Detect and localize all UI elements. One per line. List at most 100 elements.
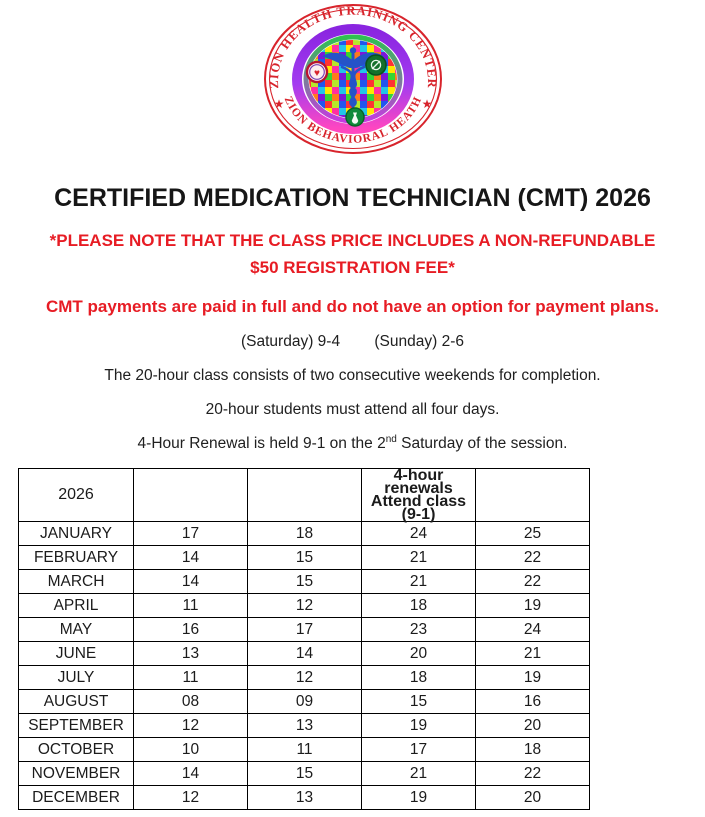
date-cell: 20 (475, 713, 590, 738)
renewals-header-cell: 4-hour renewals Attend class (9-1) (361, 467, 476, 523)
renewal-date-cell: 19 (361, 785, 476, 810)
date-cell: 11 (133, 593, 248, 618)
date-cell: 09 (247, 689, 362, 714)
date-cell: 14 (247, 641, 362, 666)
date-cell: 20 (475, 785, 590, 810)
date-cell: 12 (133, 785, 248, 810)
table-row: OCTOBER 10 11 17 18 (18, 737, 590, 762)
table-row: JANUARY 17 18 24 25 (18, 521, 590, 546)
saturday-time: (Saturday) 9-4 (241, 333, 341, 350)
renewal-note-prefix: 4-Hour Renewal is held 9-1 on the 2 (137, 435, 386, 452)
month-cell: JULY (18, 665, 134, 690)
renewal-ordinal-suffix: nd (385, 433, 397, 445)
renewal-date-cell: 18 (361, 593, 476, 618)
date-cell: 15 (247, 761, 362, 786)
registration-fee-note: *PLEASE NOTE THAT THE CLASS PRICE INCLUD… (49, 231, 656, 277)
month-cell: OCTOBER (18, 737, 134, 762)
date-cell: 10 (133, 737, 248, 762)
table-header-row: 2026 4-hour renewals Attend class (9-1) (18, 467, 590, 523)
renewal-note: 4-Hour Renewal is held 9-1 on the 2nd Sa… (0, 433, 705, 453)
table-row: FEBRUARY 14 15 21 22 (18, 545, 590, 570)
payment-note: CMT payments are paid in full and do not… (45, 297, 659, 316)
renewal-date-cell: 21 (361, 761, 476, 786)
date-cell: 18 (475, 737, 590, 762)
date-cell: 15 (247, 545, 362, 570)
date-cell: 17 (247, 617, 362, 642)
svg-text:♥: ♥ (314, 68, 320, 79)
date-cell: 19 (475, 665, 590, 690)
table-row: AUGUST 08 09 15 16 (18, 689, 590, 714)
page-title: CERTIFIED MEDICATION TECHNICIAN (CMT) 20… (54, 184, 651, 212)
date-cell: 24 (475, 617, 590, 642)
date-cell: 13 (247, 785, 362, 810)
completion-note: The 20-hour class consists of two consec… (104, 367, 601, 384)
table-row: DECEMBER 12 13 19 20 (18, 785, 590, 810)
renewal-note-suffix: Saturday of the session. (396, 435, 568, 452)
month-cell: APRIL (18, 593, 134, 618)
month-cell: MARCH (18, 569, 134, 594)
renewal-date-cell: 17 (361, 737, 476, 762)
date-cell: 14 (133, 545, 248, 570)
month-cell: SEPTEMBER (18, 713, 134, 738)
date-cell: 16 (133, 617, 248, 642)
sunday-time: (Sunday) 2-6 (374, 333, 464, 350)
date-cell: 22 (475, 569, 590, 594)
schedule-table: 2026 4-hour renewals Attend class (9-1) … (18, 468, 590, 810)
month-cell: JUNE (18, 641, 134, 666)
date-cell: 15 (247, 569, 362, 594)
renewal-date-cell: 18 (361, 665, 476, 690)
date-cell: 12 (247, 665, 362, 690)
table-row: NOVEMBER 14 15 21 22 (18, 761, 590, 786)
renewals-header-line2: Attend class (9-1) (370, 493, 467, 523)
logo-container: ZION HEALTH TRAINING CENTER ZION BEHAVIO… (0, 0, 705, 160)
zion-health-logo: ZION HEALTH TRAINING CENTER ZION BEHAVIO… (263, 4, 442, 154)
renewals-header-line1: 4-hour renewals (384, 467, 453, 497)
green-badge-top-icon (364, 54, 387, 76)
date-cell: 08 (133, 689, 248, 714)
renewal-date-cell: 20 (361, 641, 476, 666)
date-cell: 12 (133, 713, 248, 738)
date-cell: 11 (247, 737, 362, 762)
green-badge-bottom-icon (344, 107, 365, 127)
table-row: MARCH 14 15 21 22 (18, 569, 590, 594)
table-row: MAY 16 17 23 24 (18, 617, 590, 642)
table-row: JUNE 13 14 20 21 (18, 641, 590, 666)
renewal-date-cell: 19 (361, 713, 476, 738)
date-cell: 17 (133, 521, 248, 546)
date-cell: 14 (133, 761, 248, 786)
month-cell: AUGUST (18, 689, 134, 714)
month-cell: FEBRUARY (18, 545, 134, 570)
left-star-icon: ★ (273, 97, 284, 111)
empty-header-cell (133, 468, 248, 522)
attendance-note: 20-hour students must attend all four da… (205, 401, 500, 418)
class-times: (Saturday) 9-4 (Sunday) 2-6 (0, 333, 705, 351)
date-cell: 13 (247, 713, 362, 738)
empty-header-cell (247, 468, 362, 522)
date-cell: 14 (133, 569, 248, 594)
month-cell: JANUARY (18, 521, 134, 546)
month-cell: DECEMBER (18, 785, 134, 810)
renewal-date-cell: 21 (361, 569, 476, 594)
logo-color-ring (291, 24, 414, 134)
date-cell: 18 (247, 521, 362, 546)
date-cell: 25 (475, 521, 590, 546)
date-cell: 21 (475, 641, 590, 666)
date-cell: 16 (475, 689, 590, 714)
year-header-cell: 2026 (18, 468, 134, 522)
date-cell: 19 (475, 593, 590, 618)
renewal-date-cell: 21 (361, 545, 476, 570)
month-cell: MAY (18, 617, 134, 642)
right-star-icon: ★ (421, 97, 432, 111)
renewal-date-cell: 23 (361, 617, 476, 642)
table-row: SEPTEMBER 12 13 19 20 (18, 713, 590, 738)
renewal-date-cell: 15 (361, 689, 476, 714)
date-cell: 22 (475, 761, 590, 786)
seal-inner-ring (268, 8, 437, 150)
date-cell: 22 (475, 545, 590, 570)
heart-badge-icon: ♥ (305, 60, 328, 84)
date-cell: 12 (247, 593, 362, 618)
table-row: APRIL 11 12 18 19 (18, 593, 590, 618)
date-cell: 11 (133, 665, 248, 690)
date-cell: 13 (133, 641, 248, 666)
